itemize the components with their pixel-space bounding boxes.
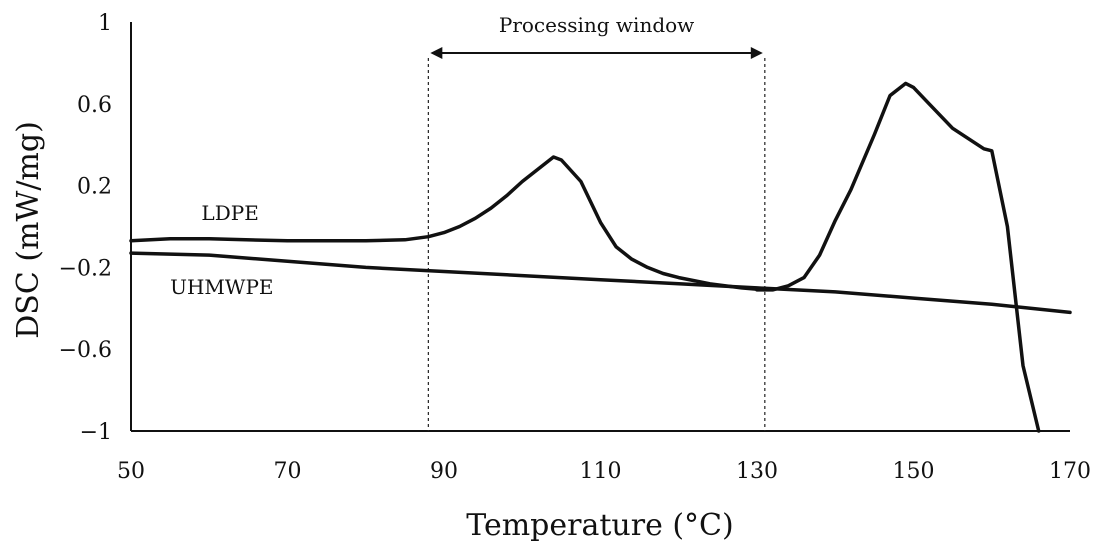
x-tick-label: 170 xyxy=(1049,459,1091,484)
series-line-ldpe xyxy=(129,155,767,292)
x-tick-label: 50 xyxy=(117,459,145,484)
y-tick-label: 0.2 xyxy=(77,175,112,200)
y-tick-label: −1 xyxy=(80,420,112,445)
x-tick-label: 110 xyxy=(580,459,622,484)
y-tick-label: 1 xyxy=(98,11,112,36)
uhmwpe-label: UHMWPE xyxy=(170,275,273,299)
processing-window: Processing window xyxy=(427,13,766,431)
x-tick-label: 150 xyxy=(893,459,935,484)
processing-window-label: Processing window xyxy=(499,13,694,37)
x-tick-label: 90 xyxy=(430,459,458,484)
series-line-uhmwpe-melting xyxy=(755,81,1041,433)
series-group xyxy=(129,81,1072,433)
arrow-right-head-icon xyxy=(750,47,763,59)
x-tick-label: 130 xyxy=(736,459,778,484)
x-tick-label: 70 xyxy=(274,459,302,484)
x-tick-labels: 50 70 90 110 130 150 170 xyxy=(117,459,1091,484)
y-tick-label: 0.6 xyxy=(77,93,112,118)
x-axis-title: Temperature (°C) xyxy=(466,508,733,543)
series-line-uhmwpe xyxy=(129,251,1072,315)
y-axis-title: DSC (mW/mg) xyxy=(11,121,46,339)
axes xyxy=(130,22,1070,432)
y-tick-label: −0.2 xyxy=(59,256,112,281)
y-tick-label: −0.6 xyxy=(59,338,112,363)
y-tick-labels: 1 0.6 0.2 −0.2 −0.6 −1 xyxy=(59,11,112,445)
arrow-left-head-icon xyxy=(430,47,443,59)
ldpe-label: LDPE xyxy=(201,201,258,225)
annotation-labels: LDPE UHMWPE xyxy=(170,201,273,299)
